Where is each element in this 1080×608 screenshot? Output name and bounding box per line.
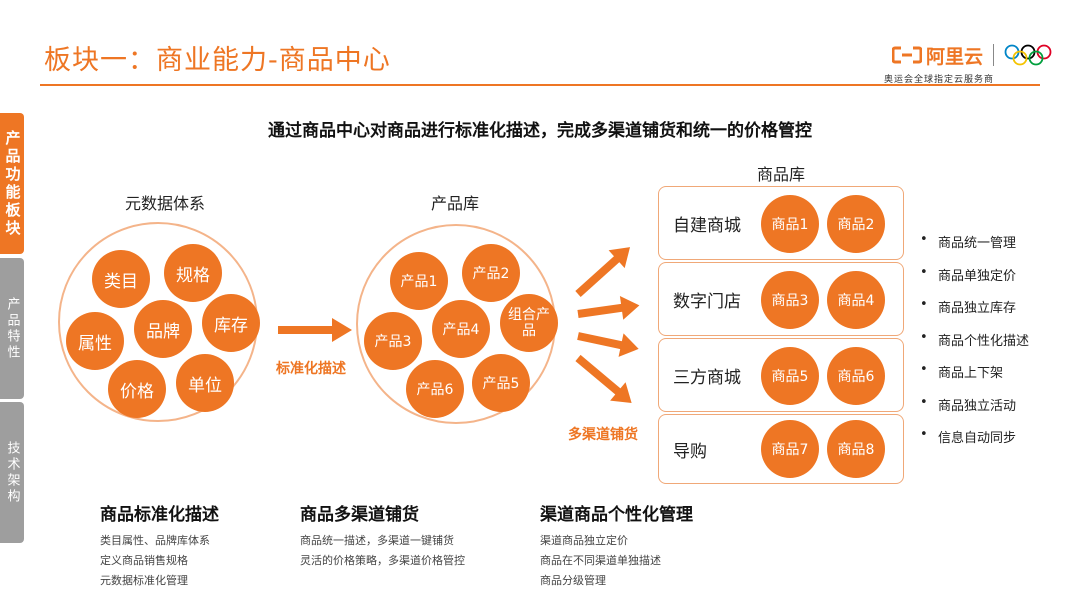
channel-name: 数字门店 (673, 292, 741, 312)
bullet-item: • 商品个性化描述 (920, 329, 1030, 349)
footer-section: 商品标准化描述 类目属性、品牌库体系 定义商品销售规格 元数据标准化管理 (100, 500, 219, 591)
brand-logo: 阿里云 (892, 42, 1052, 68)
footer-title: 商品标准化描述 (100, 505, 219, 525)
product-item: 产品6 (406, 360, 464, 418)
footer-line: 类目属性、品牌库体系 (100, 534, 210, 547)
slide-headline: 通过商品中心对商品进行标准化描述，完成多渠道铺货和统一的价格管控 (268, 121, 812, 141)
meta-item: 库存 (202, 294, 260, 352)
bullet-item: • 商品独立活动 (920, 394, 1017, 414)
channel-name: 三方商城 (673, 368, 741, 388)
title-underline (40, 84, 1040, 86)
sidebar-tab-label: 技术架构 (4, 440, 20, 505)
meta-item: 品牌 (134, 300, 192, 358)
page-title: 板块一：商业能力-商品中心 (44, 45, 391, 76)
goods-item: 商品6 (827, 347, 885, 405)
olympic-rings-icon (1004, 44, 1052, 66)
meta-group-label: 元数据体系 (124, 194, 205, 213)
goods-item: 商品3 (761, 271, 819, 329)
sidebar-tab-tech-architecture[interactable]: 技术架构 (0, 402, 24, 543)
channel-box: 数字门店 商品3 商品4 (658, 262, 904, 336)
goods-item: 商品8 (827, 420, 885, 478)
goods-item: 商品7 (761, 420, 819, 478)
goods-item: 商品2 (827, 195, 885, 253)
brand-name: 阿里云 (926, 45, 984, 68)
sidebar-tab-product-features[interactable]: 产品功能板块 (0, 113, 24, 254)
product-item: 产品3 (364, 312, 422, 370)
channel-box: 导购 商品7 商品8 (658, 414, 904, 484)
goods-item: 商品1 (761, 195, 819, 253)
product-item: 产品2 (462, 244, 520, 302)
goods-group-label: 商品库 (756, 165, 805, 184)
footer-title: 渠道商品个性化管理 (540, 505, 693, 525)
multichannel-label: 多渠道铺货 (568, 427, 638, 443)
meta-item: 属性 (66, 312, 124, 370)
footer-line: 渠道商品独立定价 (540, 534, 628, 547)
feature-bullet-list: • 商品统一管理 • 商品单独定价 • 商品独立库存 • 商品个性化描述 • 商品上下架 … (920, 232, 1029, 460)
sidebar-tab-label: 产品功能板块 (3, 129, 22, 238)
channel-name: 导购 (673, 442, 707, 462)
standardize-label: 标准化描述 (276, 361, 346, 377)
product-group-label: 产品库 (430, 194, 479, 213)
meta-item: 价格 (108, 360, 166, 418)
product-item-combo: 组合产品 (500, 294, 558, 352)
bullet-item: • 信息自动同步 (920, 427, 1017, 446)
bullet-item: • 商品单独定价 (920, 264, 1017, 284)
brand-tagline: 奥运会全球指定云服务商 (884, 75, 995, 85)
bullet-item: • 商品上下架 (920, 362, 1004, 381)
footer-line: 商品分级管理 (540, 574, 606, 587)
sidebar-tab-label: 产品特性 (4, 296, 20, 361)
bullet-item: • 商品统一管理 (920, 232, 1017, 251)
footer-line: 元数据标准化管理 (100, 574, 188, 587)
goods-item: 商品4 (827, 271, 885, 329)
footer-line: 商品统一描述，多渠道一键铺货 (300, 534, 454, 547)
channel-box: 三方商城 商品5 商品6 (658, 338, 904, 412)
footer-section: 商品多渠道铺货 商品统一描述，多渠道一键铺货 灵活的价格策略，多渠道价格管控 (300, 500, 465, 571)
meta-item: 规格 (164, 244, 222, 302)
channel-name: 自建商城 (673, 216, 741, 236)
sidebar-tab-product-traits[interactable]: 产品特性 (0, 258, 24, 399)
footer-line: 商品在不同渠道单独描述 (540, 554, 661, 567)
goods-item: 商品5 (761, 347, 819, 405)
meta-item: 单位 (176, 354, 234, 412)
footer-line: 定义商品销售规格 (100, 554, 188, 567)
footer-line: 灵活的价格策略，多渠道价格管控 (300, 554, 465, 567)
logo-separator (993, 44, 995, 66)
product-item: 产品1 (390, 252, 448, 310)
aliyun-logo-icon (892, 46, 922, 64)
right-arrow-icon (278, 318, 352, 342)
bullet-item: • 商品独立库存 (920, 297, 1017, 316)
meta-item: 类目 (92, 250, 150, 308)
footer-title: 商品多渠道铺货 (300, 505, 419, 525)
distribution-arrows (575, 247, 640, 403)
product-item: 产品5 (472, 354, 530, 412)
product-item: 产品4 (432, 300, 490, 358)
footer-section: 渠道商品个性化管理 渠道商品独立定价 商品在不同渠道单独描述 商品分级管理 (540, 500, 693, 591)
channel-box: 自建商城 商品1 商品2 (658, 186, 904, 260)
